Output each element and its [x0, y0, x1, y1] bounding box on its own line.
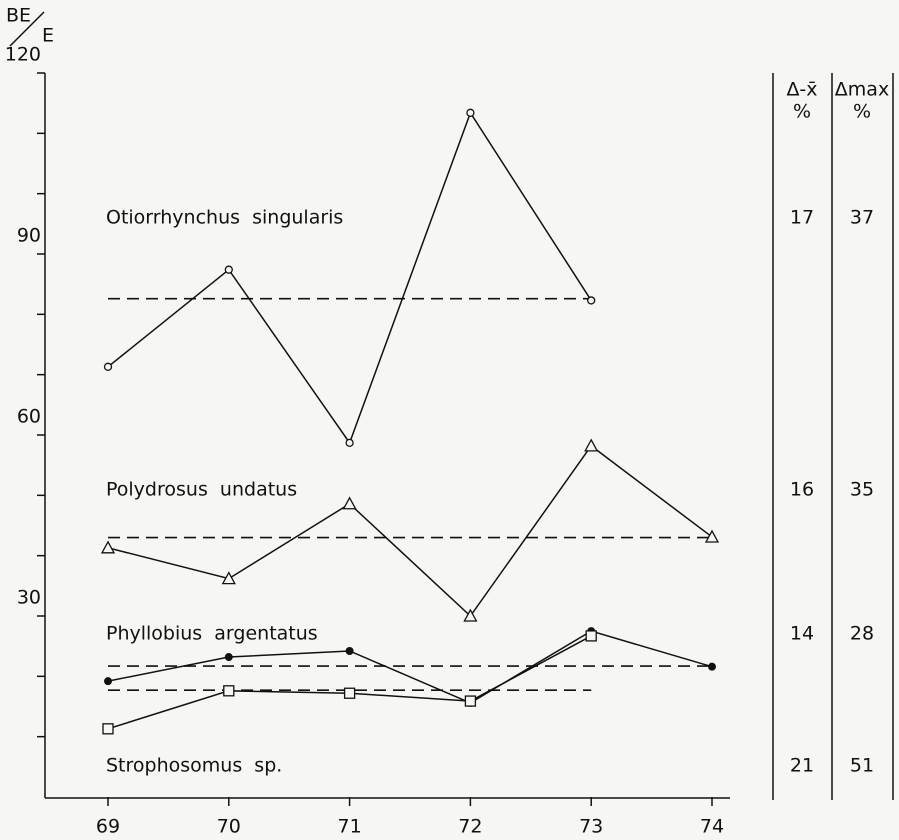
- y-label-top: BE: [6, 5, 31, 27]
- marker: [584, 438, 599, 452]
- series-line: [107, 111, 592, 445]
- marker: [104, 677, 112, 686]
- marker: [100, 540, 116, 554]
- delta-mean: 17: [790, 207, 814, 229]
- y-tick-label: 90: [17, 225, 41, 247]
- marker: [345, 646, 354, 655]
- column-unit: %: [793, 101, 811, 123]
- marker: [343, 687, 356, 699]
- series-line: [107, 630, 713, 704]
- marker: [224, 265, 233, 274]
- marker: [342, 496, 357, 510]
- delta-mean: 16: [790, 479, 814, 501]
- series-label: Polydrosus undatus: [106, 479, 297, 501]
- delta-max: 37: [850, 207, 874, 229]
- delta-max: 51: [850, 755, 874, 777]
- x-tick-label: 73: [579, 816, 603, 838]
- delta-mean: 14: [790, 623, 814, 645]
- marker: [223, 685, 235, 697]
- marker: [221, 571, 236, 585]
- marker: [466, 108, 475, 117]
- marker: [464, 695, 477, 707]
- marker: [103, 362, 113, 371]
- marker: [463, 608, 478, 622]
- column-unit: %: [853, 101, 871, 123]
- marker: [585, 630, 597, 642]
- delta-max: 28: [850, 623, 874, 645]
- series-label: Strophosomus sp.: [106, 755, 282, 777]
- y-label-bottom: E: [42, 25, 54, 47]
- marker: [102, 723, 114, 735]
- x-tick-label: 69: [96, 816, 120, 838]
- series-label: Phyllobius argentatus: [106, 623, 318, 645]
- delta-mean: 21: [790, 755, 814, 777]
- column-header: Δ-x̄: [786, 79, 817, 101]
- x-tick-label: 74: [700, 816, 724, 838]
- column-header: Δmax: [835, 79, 889, 101]
- marker: [704, 529, 720, 543]
- series-label: Otiorrhynchus singularis: [106, 207, 343, 229]
- marker: [345, 438, 354, 447]
- x-tick-label: 70: [217, 816, 241, 838]
- y-tick-label: 120: [5, 44, 41, 66]
- marker: [708, 662, 716, 671]
- marker: [587, 296, 596, 305]
- delta-max: 35: [850, 479, 874, 501]
- x-tick-label: 71: [338, 816, 362, 838]
- y-tick-label: 30: [17, 587, 41, 609]
- marker: [224, 653, 233, 662]
- series-line: [107, 444, 713, 618]
- x-tick-label: 72: [458, 816, 482, 838]
- y-label-slash: [9, 11, 45, 47]
- y-tick-label: 60: [17, 406, 41, 428]
